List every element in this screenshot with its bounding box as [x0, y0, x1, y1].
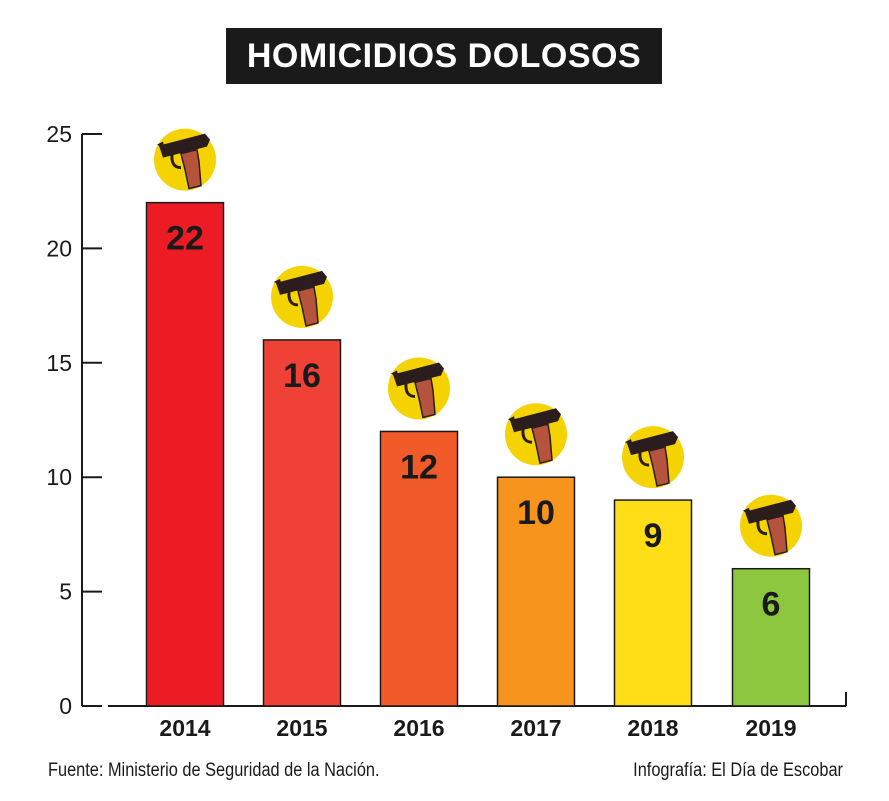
- data-label: 10: [517, 494, 555, 532]
- x-tick-label: 2014: [159, 715, 210, 741]
- handgun-icon: [505, 403, 567, 466]
- chart-title: HOMICIDIOS DOLOSOS: [226, 28, 662, 84]
- credit-note: Infografía: El Día de Escobar: [633, 760, 843, 781]
- bar: [145, 201, 225, 707]
- x-tick-label: 2018: [627, 715, 678, 741]
- handgun-icon: [740, 494, 802, 557]
- handgun-icon: [154, 128, 216, 191]
- data-label: 12: [400, 448, 438, 486]
- y-tick-label: 10: [46, 464, 72, 490]
- y-tick-label: 20: [46, 235, 72, 261]
- bar: [379, 430, 459, 707]
- x-tick-label: 2017: [510, 715, 561, 741]
- handgun-icon: [622, 426, 684, 489]
- data-label: 16: [283, 357, 321, 395]
- bar: [496, 476, 576, 707]
- y-tick-label: 15: [46, 350, 72, 376]
- handgun-icon: [388, 357, 450, 420]
- data-label: 9: [644, 517, 663, 555]
- data-label: 22: [166, 220, 204, 258]
- bar: [731, 567, 811, 707]
- x-tick-label: 2016: [393, 715, 444, 741]
- bar: [262, 339, 342, 707]
- x-tick-label: 2019: [745, 715, 796, 741]
- x-tick-label: 2015: [276, 715, 327, 741]
- handgun-icon: [271, 265, 333, 328]
- source-note: Fuente: Ministerio de Seguridad de la Na…: [48, 760, 380, 781]
- y-tick-label: 5: [59, 579, 72, 605]
- data-label: 6: [762, 586, 781, 624]
- y-tick-label: 0: [59, 693, 72, 719]
- y-tick-label: 25: [46, 121, 72, 147]
- bar: [613, 499, 693, 707]
